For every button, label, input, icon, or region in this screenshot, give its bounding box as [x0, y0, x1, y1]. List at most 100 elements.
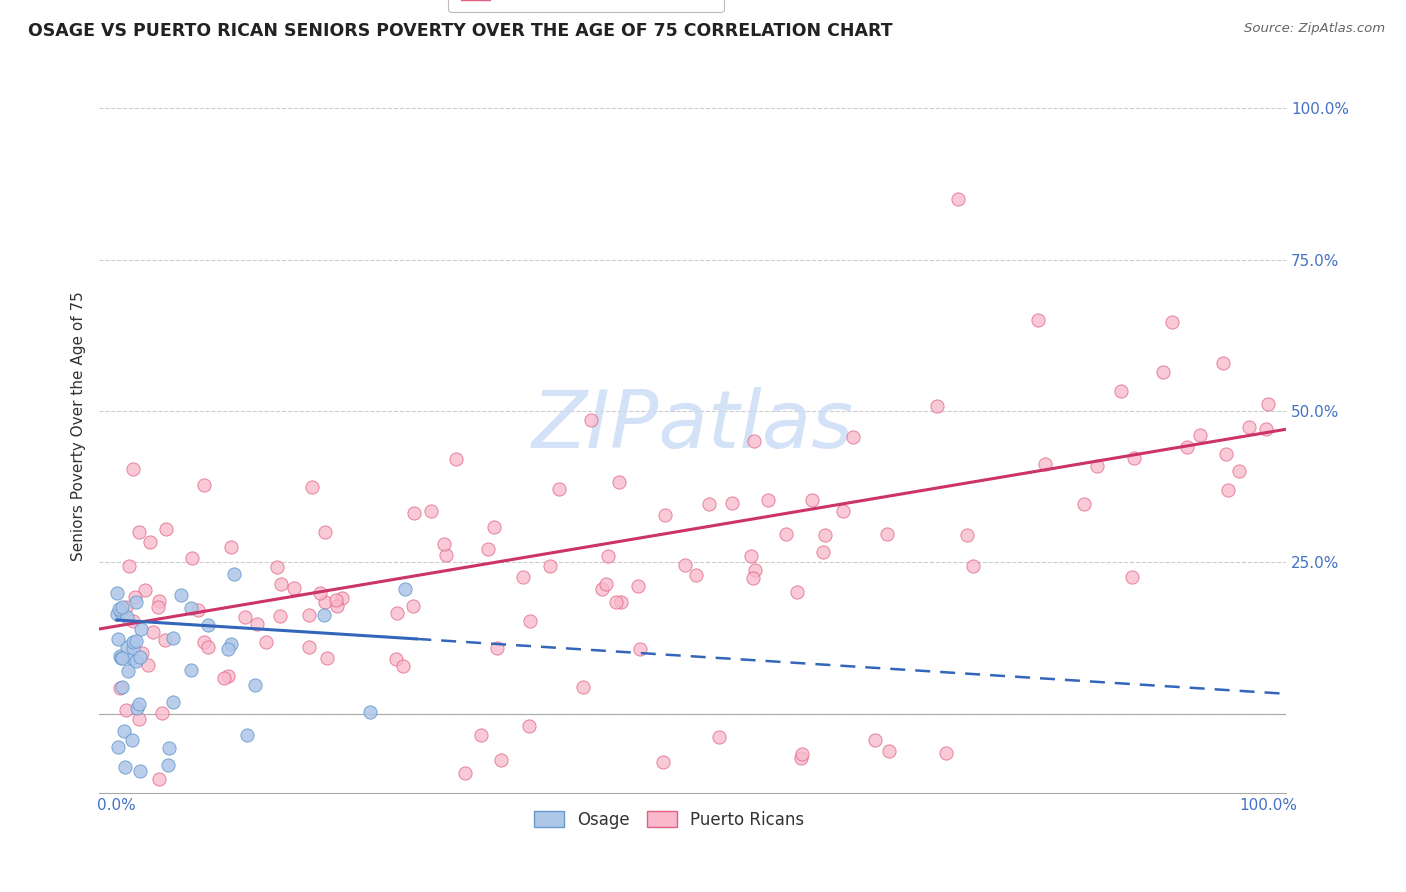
Point — [744, 563, 766, 577]
Point — [330, 591, 353, 605]
Point — [128, 650, 150, 665]
Point — [153, 633, 176, 648]
Point — [217, 642, 239, 657]
Point — [219, 637, 242, 651]
Point — [721, 495, 744, 509]
Point — [314, 524, 336, 539]
Point — [197, 640, 219, 654]
Point — [107, 632, 129, 646]
Point — [1254, 422, 1277, 436]
Point — [138, 658, 160, 673]
Point — [605, 595, 627, 609]
Point — [485, 640, 508, 655]
Point — [131, 646, 153, 660]
Point — [628, 641, 651, 656]
Point — [927, 399, 949, 413]
Point — [519, 719, 541, 733]
Point — [394, 582, 416, 597]
Point — [1085, 458, 1108, 473]
Point — [121, 651, 143, 665]
Point — [142, 625, 165, 640]
Point — [193, 635, 215, 649]
Point — [118, 558, 141, 573]
Point — [402, 599, 425, 614]
Point — [935, 746, 957, 760]
Point — [609, 595, 631, 609]
Point — [107, 602, 129, 616]
Point — [107, 739, 129, 754]
Point — [865, 733, 887, 747]
Point — [519, 614, 541, 628]
Y-axis label: Seniors Poverty Over the Age of 75: Seniors Poverty Over the Age of 75 — [72, 292, 86, 561]
Point — [128, 524, 150, 539]
Point — [946, 192, 969, 206]
Point — [121, 733, 143, 747]
Point — [270, 577, 292, 591]
Point — [114, 760, 136, 774]
Point — [741, 571, 763, 585]
Point — [125, 654, 148, 668]
Point — [1237, 420, 1260, 434]
Point — [512, 570, 534, 584]
Point — [148, 593, 170, 607]
Point — [962, 559, 984, 574]
Point — [790, 747, 813, 761]
Point — [742, 434, 765, 449]
Point — [685, 568, 707, 582]
Point — [654, 508, 676, 523]
Point — [111, 650, 134, 665]
Point — [122, 461, 145, 475]
Point — [187, 603, 209, 617]
Point — [444, 452, 467, 467]
Point — [312, 607, 335, 622]
Point — [756, 492, 779, 507]
Point — [402, 506, 425, 520]
Point — [1161, 315, 1184, 329]
Point — [162, 695, 184, 709]
Point — [110, 649, 132, 664]
Point — [129, 622, 152, 636]
Point — [385, 652, 408, 666]
Point — [314, 595, 336, 609]
Point — [298, 640, 321, 655]
Point — [538, 558, 561, 573]
Point — [105, 585, 128, 599]
Text: ZIPatlas: ZIPatlas — [531, 387, 853, 465]
Point — [221, 540, 243, 554]
Point — [1257, 397, 1279, 411]
Point — [180, 663, 202, 677]
Point — [790, 751, 813, 765]
Point — [1216, 483, 1239, 497]
Point — [392, 659, 415, 673]
Point — [800, 493, 823, 508]
Point — [110, 605, 132, 619]
Point — [673, 558, 696, 572]
Point — [572, 680, 595, 694]
Point — [454, 765, 477, 780]
Point — [110, 681, 132, 695]
Point — [181, 551, 204, 566]
Legend: Osage, Puerto Ricans: Osage, Puerto Ricans — [527, 805, 811, 836]
Point — [1121, 570, 1143, 584]
Point — [301, 480, 323, 494]
Point — [579, 413, 602, 427]
Point — [170, 589, 193, 603]
Point — [121, 635, 143, 649]
Point — [214, 671, 236, 685]
Point — [134, 583, 156, 598]
Point — [433, 536, 456, 550]
Point — [246, 616, 269, 631]
Point — [1188, 427, 1211, 442]
Point — [595, 577, 617, 591]
Point — [387, 606, 409, 620]
Point — [607, 475, 630, 490]
Point — [775, 527, 797, 541]
Point — [283, 581, 305, 595]
Point — [325, 599, 347, 613]
Point — [148, 772, 170, 787]
Point — [266, 560, 288, 574]
Point — [325, 593, 347, 607]
Point — [308, 586, 330, 600]
Point — [124, 590, 146, 604]
Point — [811, 545, 834, 559]
